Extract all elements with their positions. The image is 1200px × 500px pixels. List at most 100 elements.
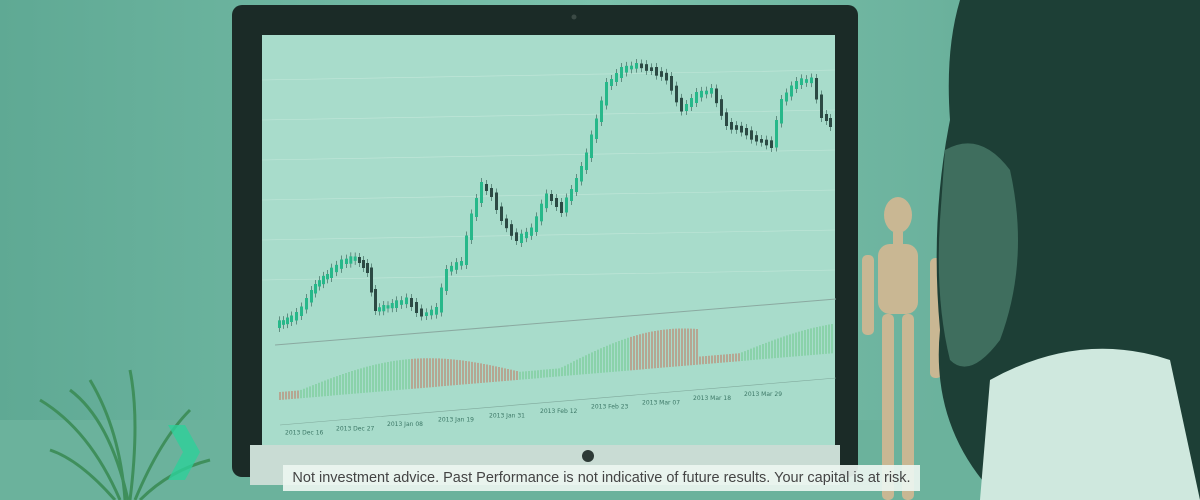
candle-body: [615, 73, 618, 82]
camera: [571, 14, 577, 20]
candle-body: [585, 152, 588, 170]
candle-body: [810, 77, 813, 84]
candle-body: [515, 232, 518, 241]
candle-body: [450, 265, 453, 272]
candle-body: [610, 79, 613, 86]
candle-body: [465, 235, 468, 265]
candle-body: [386, 305, 390, 309]
candle-body: [695, 92, 698, 103]
candle-body: [770, 140, 773, 148]
candle-body: [815, 78, 818, 100]
candle-body: [530, 227, 533, 236]
candle-body: [295, 312, 298, 321]
disclaimer: Not investment advice. Past Performance …: [283, 465, 920, 491]
candle-body: [705, 90, 708, 95]
candle-body: [680, 97, 683, 112]
candle-body: [445, 269, 448, 291]
candle-body: [374, 289, 377, 311]
date-label: 2013 Jan 19: [438, 417, 474, 424]
plant: [39, 369, 211, 500]
candle-body: [305, 298, 308, 310]
candle-body: [565, 197, 568, 213]
candle-body: [475, 198, 478, 217]
candle-body: [675, 85, 678, 103]
candle-body: [395, 300, 398, 308]
candle-body: [370, 267, 373, 293]
candle-body: [590, 134, 593, 158]
candle-body: [690, 98, 693, 107]
candle-body: [505, 218, 508, 229]
candle-body: [625, 65, 628, 73]
candle-body: [570, 189, 573, 201]
candle-body: [286, 317, 289, 325]
date-label: 2013 Mar 07: [642, 399, 680, 406]
candle-body: [775, 120, 778, 148]
candle-body: [485, 184, 488, 191]
date-label: 2013 Mar 29: [744, 391, 782, 398]
candle-body: [362, 260, 365, 268]
date-label: 2013 Dec 16: [285, 430, 324, 437]
candle-body: [665, 72, 668, 81]
person: [936, 0, 1200, 500]
candles: [278, 59, 832, 332]
candle-body: [410, 298, 413, 307]
candle-body: [415, 302, 418, 313]
candle-body: [575, 178, 578, 192]
candle-body: [326, 274, 329, 280]
screen-grid: [261, 69, 836, 281]
candle-body: [795, 81, 798, 89]
candle-body: [345, 258, 348, 264]
candle-body: [330, 267, 333, 278]
candle-body: [420, 308, 423, 317]
date-label: 2013 Mar 18: [693, 395, 731, 402]
candle-body: [510, 224, 513, 236]
candle-body: [805, 79, 808, 83]
candle-body: [540, 203, 543, 222]
candle-body: [322, 275, 325, 285]
candle-body: [525, 231, 528, 239]
candle-body: [400, 300, 403, 305]
candle-body: [660, 71, 663, 77]
date-label: 2013 Jan 31: [489, 412, 525, 419]
candle-body: [318, 280, 321, 287]
candle-body: [382, 305, 386, 312]
candle-body: [720, 99, 723, 116]
candle-body: [765, 139, 768, 146]
candle-body: [635, 63, 638, 69]
candle-body: [290, 315, 293, 322]
date-label: 2013 Dec 27: [336, 425, 375, 432]
candle-body: [640, 63, 643, 69]
candle-body: [314, 284, 317, 294]
candle-body: [340, 259, 343, 269]
candle-body: [605, 82, 608, 106]
candle-body: [366, 263, 369, 273]
time-axis: [279, 377, 837, 426]
candle-body: [730, 122, 733, 130]
candle-body: [335, 264, 338, 273]
candle-body: [785, 92, 788, 102]
candle-body: [560, 202, 563, 213]
candle-body: [545, 193, 548, 209]
candle-body: [300, 306, 303, 316]
candle-body: [670, 76, 673, 91]
candle-body: [715, 88, 718, 104]
candle-body: [435, 307, 438, 315]
candle-body: [353, 256, 357, 261]
candle-body: [555, 198, 558, 207]
monitor-logo: [582, 450, 594, 462]
pane-divider: [274, 298, 837, 346]
candle-body: [500, 206, 503, 221]
date-label: 2013 Feb 23: [591, 404, 629, 411]
candle-body: [480, 182, 483, 203]
date-label: 2013 Feb 12: [540, 408, 578, 415]
screen: [262, 35, 835, 445]
date-label: 2013 Jan 08: [387, 421, 423, 428]
candle-body: [630, 65, 633, 70]
candle-body: [825, 114, 828, 121]
candle-body: [820, 94, 823, 118]
candle-body: [430, 309, 433, 316]
oscillator: [279, 324, 833, 400]
